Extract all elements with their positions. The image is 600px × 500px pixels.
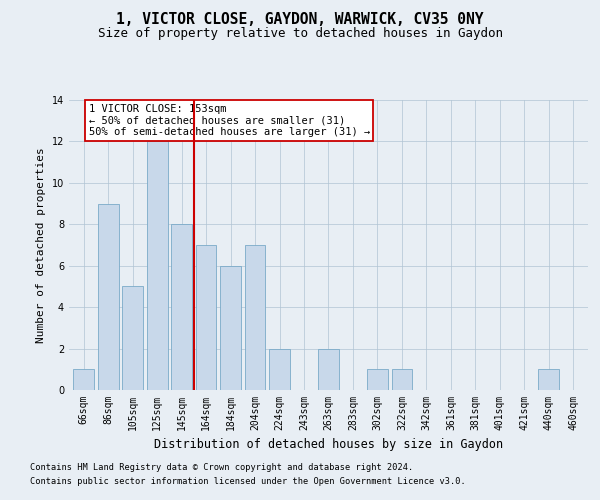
Bar — [220, 266, 241, 390]
Bar — [196, 245, 217, 390]
Bar — [245, 245, 265, 390]
Y-axis label: Number of detached properties: Number of detached properties — [36, 147, 46, 343]
Text: 1 VICTOR CLOSE: 153sqm
← 50% of detached houses are smaller (31)
50% of semi-det: 1 VICTOR CLOSE: 153sqm ← 50% of detached… — [89, 104, 370, 138]
Bar — [318, 348, 339, 390]
Bar — [122, 286, 143, 390]
X-axis label: Distribution of detached houses by size in Gaydon: Distribution of detached houses by size … — [154, 438, 503, 452]
Bar — [171, 224, 192, 390]
Text: Contains public sector information licensed under the Open Government Licence v3: Contains public sector information licen… — [30, 477, 466, 486]
Text: Contains HM Land Registry data © Crown copyright and database right 2024.: Contains HM Land Registry data © Crown c… — [30, 464, 413, 472]
Bar — [147, 142, 167, 390]
Text: Size of property relative to detached houses in Gaydon: Size of property relative to detached ho… — [97, 28, 503, 40]
Bar — [392, 370, 412, 390]
Bar — [538, 370, 559, 390]
Bar — [98, 204, 119, 390]
Bar — [269, 348, 290, 390]
Bar — [367, 370, 388, 390]
Text: 1, VICTOR CLOSE, GAYDON, WARWICK, CV35 0NY: 1, VICTOR CLOSE, GAYDON, WARWICK, CV35 0… — [116, 12, 484, 28]
Bar — [73, 370, 94, 390]
